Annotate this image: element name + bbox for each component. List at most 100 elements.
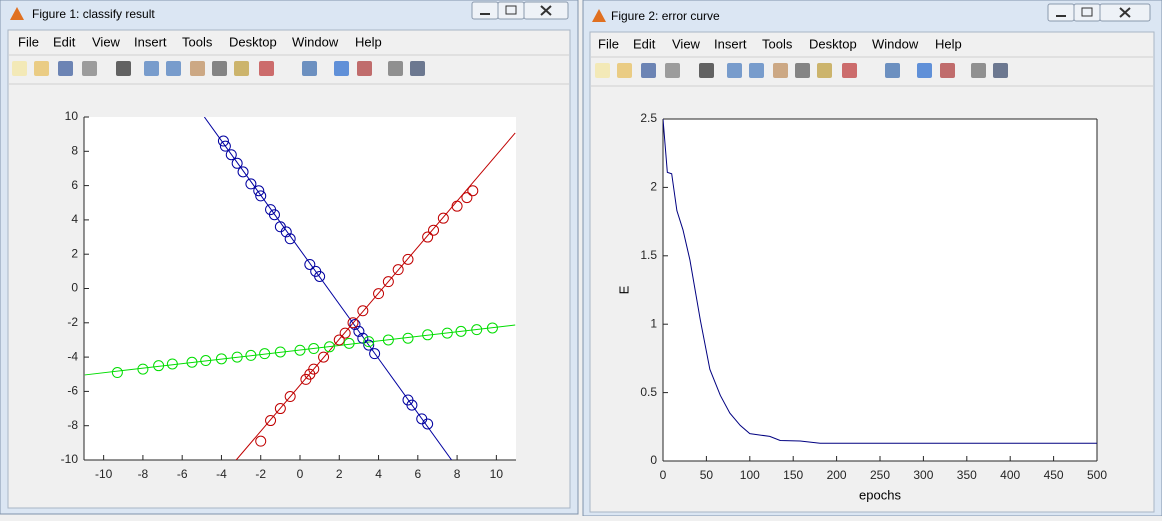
menu-item[interactable]: View: [92, 34, 121, 49]
x-tick-label: 250: [870, 468, 890, 482]
menu-item[interactable]: File: [598, 36, 619, 51]
data-point: [245, 178, 257, 190]
data-point: [428, 224, 440, 236]
toolbar-button[interactable]: [190, 61, 205, 76]
data-point: [486, 322, 498, 334]
x-tick-label: 500: [1087, 468, 1107, 482]
toolbar-button[interactable]: [842, 63, 857, 78]
data-point: [382, 334, 394, 346]
x-tick-label: 50: [700, 468, 714, 482]
menu-item[interactable]: Window: [292, 34, 339, 49]
menu-item[interactable]: Edit: [53, 34, 76, 49]
toolbar-button[interactable]: [212, 61, 227, 76]
data-point: [255, 190, 267, 202]
data-point: [347, 317, 359, 329]
toolbar-button[interactable]: [116, 61, 131, 76]
data-point: [441, 327, 453, 339]
toolbar-button[interactable]: [595, 63, 610, 78]
toolbar-button[interactable]: [641, 63, 656, 78]
data-point: [339, 327, 351, 339]
data-point: [363, 336, 375, 348]
data-point: [304, 258, 316, 270]
menu-item[interactable]: Help: [355, 34, 382, 49]
toolbar-button[interactable]: [993, 63, 1008, 78]
data-point: [225, 149, 237, 161]
x-tick-label: 150: [783, 468, 803, 482]
menu-item[interactable]: File: [18, 34, 39, 49]
data-point: [308, 343, 320, 355]
y-tick-label: 2.5: [640, 111, 657, 125]
maximize-button[interactable]: [1073, 3, 1101, 22]
data-point: [284, 233, 296, 245]
toolbar-button[interactable]: [34, 61, 49, 76]
toolbar-button[interactable]: [795, 63, 810, 78]
toolbar-button[interactable]: [259, 61, 274, 76]
toolbar-button[interactable]: [302, 61, 317, 76]
y-axis-label: E: [616, 285, 631, 294]
toolbar-button[interactable]: [971, 63, 986, 78]
data-point: [237, 166, 249, 178]
toolbar-button[interactable]: [410, 61, 425, 76]
toolbar-button[interactable]: [773, 63, 788, 78]
menu-item[interactable]: View: [672, 36, 701, 51]
toolbar-button[interactable]: [12, 61, 27, 76]
toolbar-button[interactable]: [817, 63, 832, 78]
data-point: [455, 325, 467, 337]
fit-line: [203, 117, 452, 460]
data-point: [422, 418, 434, 430]
toolbar-button[interactable]: [749, 63, 764, 78]
data-point: [231, 157, 243, 169]
toolbar-button[interactable]: [917, 63, 932, 78]
data-point: [402, 253, 414, 265]
toolbar-button[interactable]: [58, 61, 73, 76]
y-tick-label: -10: [61, 452, 79, 466]
maximize-button[interactable]: [497, 1, 525, 20]
data-point: [280, 226, 292, 238]
toolbar-button[interactable]: [885, 63, 900, 78]
data-point: [137, 363, 149, 375]
y-tick-label: 1: [650, 316, 657, 330]
toolbar-button[interactable]: [357, 61, 372, 76]
toolbar-button[interactable]: [166, 61, 181, 76]
toolbar-button[interactable]: [144, 61, 159, 76]
menu-item[interactable]: Desktop: [229, 34, 277, 49]
toolbar-button[interactable]: [665, 63, 680, 78]
data-point: [471, 324, 483, 336]
menu-item[interactable]: Window: [872, 36, 919, 51]
toolbar-button[interactable]: [699, 63, 714, 78]
caption-buttons: [471, 1, 1151, 22]
toolbar-button[interactable]: [82, 61, 97, 76]
menu-item[interactable]: Help: [935, 36, 962, 51]
data-point: [186, 356, 198, 368]
menu-item[interactable]: Tools: [762, 36, 793, 51]
minimize-button[interactable]: [471, 1, 499, 20]
y-tick-label: 1.5: [640, 248, 657, 262]
x-tick-label: 0: [297, 467, 304, 481]
x-tick-label: 10: [490, 467, 504, 481]
x-tick-label: 8: [454, 467, 461, 481]
menu-item[interactable]: Desktop: [809, 36, 857, 51]
data-point: [294, 344, 306, 356]
data-point: [284, 391, 296, 403]
data-point: [308, 363, 320, 375]
menu-item[interactable]: Tools: [182, 34, 213, 49]
minimize-button[interactable]: [1047, 3, 1075, 22]
data-point: [219, 140, 231, 152]
toolbar-button[interactable]: [727, 63, 742, 78]
toolbar-button[interactable]: [334, 61, 349, 76]
toolbar-button[interactable]: [388, 61, 403, 76]
data-point: [451, 200, 463, 212]
toolbar-button[interactable]: [940, 63, 955, 78]
data-point: [373, 288, 385, 300]
menu-item[interactable]: Insert: [134, 34, 167, 49]
x-tick-label: -6: [177, 467, 188, 481]
plot-area: [663, 119, 1097, 461]
y-tick-label: -4: [67, 349, 78, 363]
menu-item[interactable]: Edit: [633, 36, 656, 51]
toolbar-button[interactable]: [234, 61, 249, 76]
menu-item[interactable]: Insert: [714, 36, 747, 51]
data-point: [153, 360, 165, 372]
data-point: [343, 337, 355, 349]
toolbar-button[interactable]: [617, 63, 632, 78]
